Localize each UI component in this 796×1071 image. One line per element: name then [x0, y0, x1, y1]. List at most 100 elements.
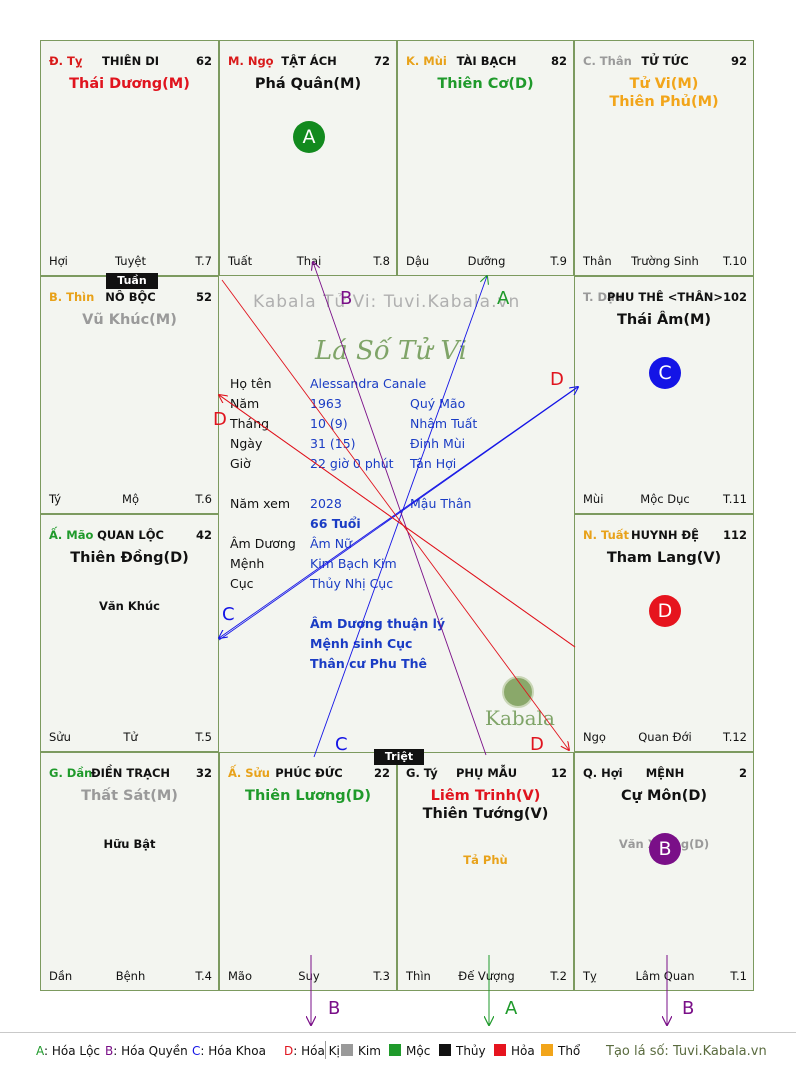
label-d-left: D	[213, 409, 227, 430]
palace-name: MỆNH	[645, 766, 685, 780]
major-stars: Liêm Trinh(V) Thiên Tướng(V)	[398, 787, 573, 823]
major-star: Thiên Lương(D)	[245, 788, 371, 804]
palace-footer: Mùi Mộc Dục T.11	[583, 492, 747, 507]
label-b-out1: B	[328, 998, 340, 1019]
palace-age: 82	[550, 54, 567, 68]
info-extra: Tân Hợi	[410, 456, 457, 471]
major-star: Thất Sát(M)	[81, 788, 178, 804]
chart-note: Thân cư Phu Thê	[310, 656, 427, 671]
info-row: Ngày 31 (15) Đinh Mùi	[230, 436, 560, 454]
footer-branch: Dần	[49, 969, 73, 983]
palace-age: 2	[738, 766, 747, 780]
footer-hour: T.11	[723, 492, 747, 506]
footer-branch: Sửu	[49, 730, 71, 744]
palace-cell: C. Thân TỬ TỨC 92 Tử Vi(M) Thiên Phủ(M) Thân T…	[574, 40, 754, 276]
heavenly-branch: C. Thân	[583, 54, 632, 68]
palace-name: NÔ BỘC	[105, 290, 156, 304]
info-value: Thủy Nhị Cục	[310, 576, 394, 591]
major-stars: Tham Lang(V)	[575, 549, 753, 567]
legend-element-item: Thủy	[439, 1044, 486, 1058]
palace-name: THIÊN DI	[101, 54, 160, 68]
major-star: Tham Lang(V)	[606, 550, 722, 566]
footer-stage: Trường Sinh	[631, 254, 699, 268]
palace-age: 72	[373, 54, 390, 68]
element-swatch	[494, 1044, 506, 1056]
minor-star: Văn Khúc	[99, 599, 160, 613]
heavenly-branch: K. Mùi	[406, 54, 447, 68]
info-label: Tháng	[230, 416, 270, 431]
triet-tag: Triệt	[374, 749, 424, 765]
palace-age: 102	[722, 290, 747, 304]
palace-name: PHỤ MẪU	[455, 766, 518, 780]
hoa-ki-arrows	[219, 279, 576, 750]
palace-name: HUYNH ĐỆ	[630, 528, 700, 542]
palace-name: ĐIỀN TRẠCH	[90, 766, 171, 780]
info-extra: Mậu Thân	[410, 496, 472, 511]
palace-age: 42	[195, 528, 212, 542]
palace-footer: Sửu Tử T.5	[49, 730, 212, 745]
palace-name: TẬT ÁCH	[281, 54, 337, 68]
footer-stage: Mộ	[122, 492, 139, 506]
hoa-badge: A	[293, 121, 325, 153]
hoa-badge: D	[649, 595, 681, 627]
palace-footer: Tý Mộ T.6	[49, 492, 212, 507]
footer-hour: T.7	[195, 254, 212, 268]
footer-branch: Ngọ	[583, 730, 606, 744]
palace-header: G. Dần ĐIỀN TRẠCH 32	[49, 766, 212, 782]
palace-header: Ấ. Mão QUAN LỘC 42	[49, 528, 212, 544]
palace-name: TỬ TỨC	[641, 54, 689, 68]
info-value: 22 giờ 0 phút	[310, 456, 394, 471]
major-star: Liêm Trinh(V)	[430, 788, 541, 804]
info-value: Âm Nữ	[310, 536, 352, 551]
footer-hour: T.3	[373, 969, 390, 983]
hoa-quyen-arrows	[311, 262, 667, 1025]
label-d-bottom: D	[530, 734, 544, 755]
info-row: Âm Dương Âm Nữ	[230, 536, 560, 554]
legend-hoa-item: D: Hóa Kị	[284, 1044, 340, 1058]
info-value: 10 (9)	[310, 416, 348, 431]
major-star: Thiên Cơ(D)	[437, 76, 534, 92]
footer-hour: T.12	[723, 730, 747, 744]
palace-header: Q. Hợi MỆNH 2	[583, 766, 747, 782]
legend-element-item: Kim	[341, 1044, 381, 1058]
footer-hour: T.1	[730, 969, 747, 983]
chart-note: Mệnh sinh Cục	[310, 636, 413, 651]
footer-hour: T.10	[723, 254, 747, 268]
element-swatch	[541, 1044, 553, 1056]
legend-bar: A: Hóa Lộc B: Hóa Quyền C: Hóa Khoa D: Hóa …	[0, 1032, 796, 1071]
palace-cell: Ấ. Sửu PHÚC ĐỨC 22 Thiên Lương(D) Mão Suy T.3	[219, 752, 397, 991]
footer-stage: Bệnh	[115, 969, 146, 983]
info-label: Năm xem	[230, 496, 291, 511]
heavenly-branch: N. Tuất	[583, 528, 630, 542]
palace-footer: Mão Suy T.3	[228, 969, 390, 984]
palace-cell: B. Thìn NÔ BỘC 52 Vũ Khúc(M) Tý Mộ T.6	[40, 276, 219, 514]
info-value: 31 (15)	[310, 436, 356, 451]
palace-age: 62	[195, 54, 212, 68]
footer-stage: Mộc Dục	[640, 492, 690, 506]
major-star: Thái Dương(M)	[69, 76, 190, 92]
tuan-tag: Tuần	[106, 273, 158, 289]
info-extra: Đinh Mùi	[410, 436, 466, 451]
info-extra: Nhâm Tuất	[410, 416, 478, 431]
legend-element-item: Mộc	[389, 1044, 430, 1058]
label-a-out: A	[505, 998, 518, 1019]
hoa-khoa-arrows	[219, 387, 578, 641]
chart-note: Âm Dương thuận lý	[310, 616, 446, 631]
palace-footer: Dậu Dưỡng T.9	[406, 254, 567, 269]
info-value: Alessandra Canale	[310, 376, 427, 391]
footer-stage: Tuyệt	[115, 254, 146, 268]
info-row: Họ tên Alessandra Canale	[230, 376, 560, 394]
major-star: Thiên Phủ(M)	[609, 94, 719, 110]
palace-name: PHÚC ĐỨC	[275, 766, 343, 780]
footer-branch: Tuất	[228, 254, 253, 268]
palace-name: TÀI BẠCH	[456, 54, 517, 68]
major-stars: Thái Dương(M)	[41, 75, 218, 93]
palace-cell: Đ. Tỵ THIÊN DI 62 Thái Dương(M) Hợi Tuyệt T.7	[40, 40, 219, 276]
major-stars: Thái Âm(M)	[575, 311, 753, 329]
legend-element-item: Thổ	[541, 1044, 580, 1058]
label-b-top: B	[340, 288, 352, 309]
info-label: Giờ	[230, 456, 251, 471]
palace-age: 92	[730, 54, 747, 68]
credit-link[interactable]: Tạo lá số: Tuvi.Kabala.vn	[606, 1044, 767, 1059]
